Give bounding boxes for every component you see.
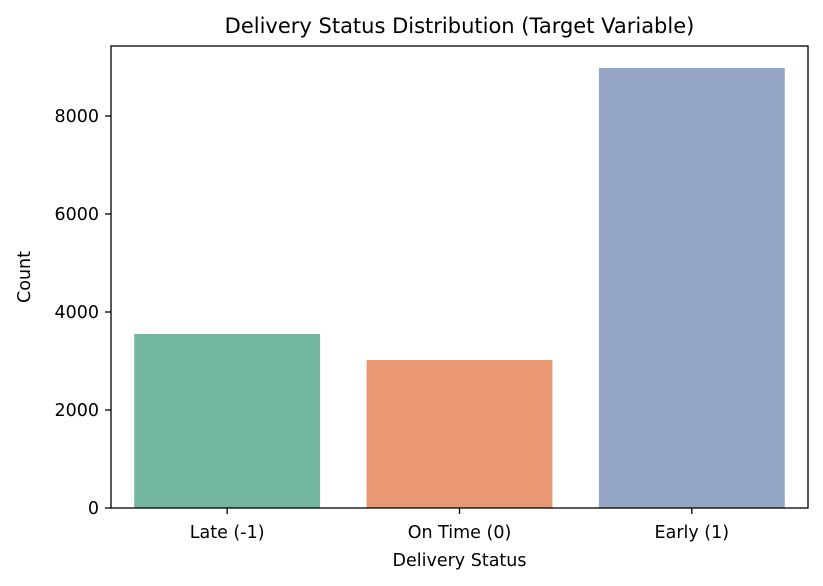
- y-tick-label: 2000: [54, 401, 99, 421]
- x-axis-ticks: Late (-1) On Time (0) Early (1): [190, 508, 729, 543]
- x-tick-label: Late (-1): [190, 523, 265, 543]
- x-tick-label: Early (1): [655, 523, 730, 543]
- bar-2: [598, 67, 785, 508]
- y-axis-ticks: 0 2000 4000 6000 8000: [54, 107, 111, 519]
- plot-area-frame: [110, 45, 809, 509]
- y-tick-label: 6000: [54, 205, 99, 225]
- chart-title: Delivery Status Distribution (Target Var…: [225, 14, 695, 38]
- y-tick-label: 8000: [54, 107, 99, 127]
- y-axis-label: Count: [15, 251, 35, 303]
- x-tick-label: On Time (0): [408, 523, 512, 543]
- bars-group: [134, 67, 785, 508]
- y-tick-label: 0: [88, 499, 99, 519]
- x-axis-label: Delivery Status: [393, 551, 527, 571]
- bar-1: [366, 360, 553, 508]
- bar-0: [134, 334, 321, 508]
- y-tick-label: 4000: [54, 303, 99, 323]
